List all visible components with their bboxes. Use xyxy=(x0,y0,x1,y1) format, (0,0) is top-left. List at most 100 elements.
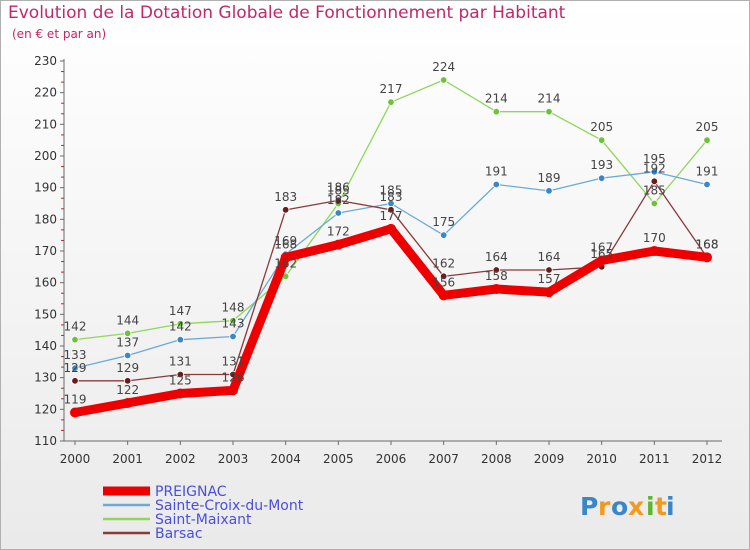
data-label: 191 xyxy=(485,165,508,179)
data-label: 126 xyxy=(222,370,245,384)
data-label: 122 xyxy=(116,383,139,397)
data-label: 217 xyxy=(380,82,403,96)
data-point xyxy=(492,107,501,116)
logo-letter: x xyxy=(628,492,644,521)
data-label: 205 xyxy=(696,120,719,134)
legend-label: Saint-Maixant xyxy=(155,512,252,528)
data-label: 185 xyxy=(643,184,666,198)
data-point xyxy=(281,206,290,214)
data-point xyxy=(333,239,344,250)
data-point xyxy=(70,407,80,418)
data-point xyxy=(650,177,659,186)
y-tick-label: 200 xyxy=(34,149,57,163)
data-point xyxy=(491,284,502,294)
data-point xyxy=(492,266,501,274)
x-tick-label: 2009 xyxy=(534,452,565,466)
data-label: 168 xyxy=(696,237,719,251)
data-point xyxy=(596,255,607,266)
data-label: 205 xyxy=(590,120,613,134)
y-tick-label: 230 xyxy=(34,54,57,68)
y-tick-label: 150 xyxy=(34,307,57,321)
data-point xyxy=(387,206,395,214)
y-tick-label: 120 xyxy=(34,402,57,416)
data-point xyxy=(650,168,659,176)
data-label: 129 xyxy=(116,361,139,375)
data-label: 167 xyxy=(590,241,613,255)
chart-subtitle: (en € et par an) xyxy=(12,27,107,41)
data-point xyxy=(544,287,554,298)
data-label: 162 xyxy=(274,256,297,270)
data-point xyxy=(334,209,343,217)
y-tick-label: 170 xyxy=(34,244,57,258)
data-point xyxy=(123,377,132,385)
data-label: 119 xyxy=(64,393,87,407)
x-tick-label: 2002 xyxy=(165,452,196,466)
data-label: 195 xyxy=(643,152,666,166)
data-point xyxy=(71,377,79,385)
data-label: 185 xyxy=(327,184,350,198)
data-point xyxy=(545,266,553,274)
x-tick-label: 2011 xyxy=(639,452,670,466)
logo-letter: o xyxy=(611,492,628,521)
y-tick-label: 210 xyxy=(34,117,57,131)
data-label: 214 xyxy=(538,92,561,106)
data-label: 192 xyxy=(643,161,666,175)
chart-title: Evolution de la Dotation Globale de Fonc… xyxy=(8,3,566,23)
data-label: 193 xyxy=(590,158,613,172)
data-label: 148 xyxy=(222,301,245,315)
legend-label: PREIGNAC xyxy=(155,484,227,500)
data-label: 164 xyxy=(485,250,508,264)
data-point xyxy=(439,76,448,84)
x-tick-label: 2008 xyxy=(481,452,512,466)
data-label: 186 xyxy=(327,180,350,194)
data-point xyxy=(123,351,132,360)
data-point xyxy=(545,107,553,116)
x-tick-label: 2000 xyxy=(60,452,91,466)
data-point xyxy=(71,364,79,372)
data-point xyxy=(176,320,185,328)
data-point xyxy=(703,180,711,189)
data-label: 164 xyxy=(538,250,561,264)
y-tick-label: 110 xyxy=(34,434,57,448)
data-point xyxy=(229,332,237,341)
data-point xyxy=(439,272,448,281)
logo-letter: t xyxy=(655,492,667,521)
data-point xyxy=(439,231,448,239)
data-point xyxy=(334,196,343,205)
data-label: 189 xyxy=(538,171,561,185)
data-point xyxy=(438,290,449,301)
chart-data-labels: 142 144 147 148 162 185 217 224 214 214 205 185 205 1… xyxy=(64,60,719,407)
chart-axes: 110 120 130 140 150 160 170 180 190 200 210 220 230 2… xyxy=(34,54,722,466)
x-tick-label: 2006 xyxy=(376,452,407,466)
logo-letter: P xyxy=(580,492,598,521)
x-tick-label: 2012 xyxy=(692,452,723,466)
data-point xyxy=(597,174,606,182)
logo-letter: i xyxy=(646,492,655,521)
legend-label: Barsac xyxy=(155,526,203,542)
data-label: 214 xyxy=(485,92,508,106)
data-point xyxy=(280,252,291,263)
data-point xyxy=(492,180,501,189)
data-label: 147 xyxy=(169,304,192,318)
data-label: 125 xyxy=(169,374,192,388)
data-point xyxy=(649,246,660,256)
y-tick-label: 140 xyxy=(34,339,57,353)
data-point xyxy=(123,329,132,338)
data-label: 143 xyxy=(222,317,245,331)
data-label: 133 xyxy=(64,348,87,362)
data-label: 157 xyxy=(538,272,561,286)
x-tick-label: 2005 xyxy=(323,452,354,466)
data-point xyxy=(702,252,712,263)
data-point xyxy=(545,187,553,195)
data-label: 142 xyxy=(169,320,192,334)
y-tick-label: 190 xyxy=(34,181,57,195)
data-label: 162 xyxy=(432,256,455,270)
y-tick-label: 180 xyxy=(34,212,57,226)
data-label: 131 xyxy=(222,355,245,369)
y-tick-label: 220 xyxy=(34,86,57,100)
data-point xyxy=(229,316,237,325)
data-point xyxy=(71,335,79,344)
